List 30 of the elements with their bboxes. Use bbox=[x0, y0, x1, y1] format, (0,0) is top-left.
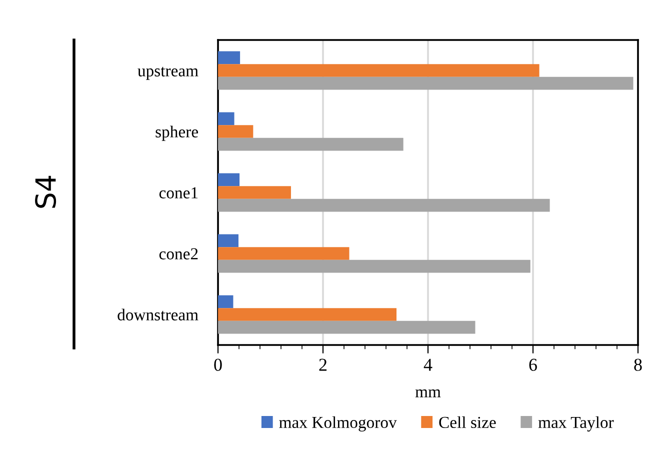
bar bbox=[218, 186, 291, 199]
x-tick-label: 6 bbox=[529, 358, 537, 371]
bar bbox=[218, 234, 238, 248]
bar bbox=[218, 112, 234, 126]
bar bbox=[218, 308, 396, 321]
y-tick-label: cone1 bbox=[159, 187, 198, 198]
bar bbox=[218, 125, 254, 138]
bar bbox=[218, 247, 350, 260]
bar bbox=[218, 320, 476, 334]
y-tick-label: cone2 bbox=[159, 248, 198, 260]
bar bbox=[218, 295, 234, 308]
bar bbox=[218, 198, 550, 212]
x-tick-label: 4 bbox=[424, 358, 432, 371]
x-tick-label: 0 bbox=[214, 358, 222, 371]
y-tick-label: upstream bbox=[138, 66, 198, 80]
bar bbox=[218, 138, 404, 151]
y-tick-label: sphere bbox=[156, 126, 198, 141]
legend-label: max Taylor bbox=[538, 416, 614, 432]
bar bbox=[218, 173, 240, 186]
x-tick-label: 8 bbox=[634, 358, 642, 371]
x-tick-label: 2 bbox=[319, 358, 327, 371]
bar bbox=[218, 64, 540, 77]
legend-label: max Kolmogorov bbox=[279, 416, 397, 432]
bar bbox=[218, 51, 240, 64]
bar bbox=[218, 260, 530, 273]
y-axis-title: S4 bbox=[35, 176, 56, 208]
x-axis-title: mm bbox=[415, 389, 441, 398]
bar bbox=[218, 76, 634, 90]
legend-label: Cell size bbox=[439, 416, 496, 428]
y-tick-label: downstream bbox=[118, 308, 198, 320]
